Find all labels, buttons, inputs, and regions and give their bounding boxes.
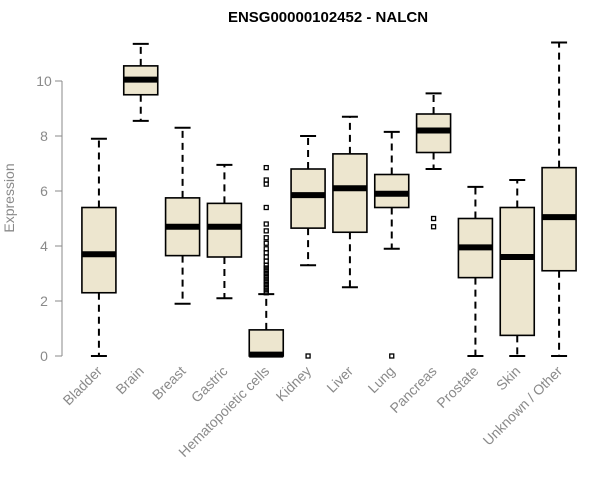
y-tick-label: 0 (40, 348, 48, 364)
box-4 (248, 164, 285, 358)
box-1 (122, 42, 159, 122)
iqr-box (499, 206, 536, 337)
x-tick-label: Lung (365, 363, 398, 396)
outlier-point (263, 254, 269, 260)
x-tick-label: Liver (323, 363, 356, 396)
box-5 (290, 135, 326, 359)
box-10 (499, 179, 536, 357)
outlier-point (263, 265, 269, 271)
outlier-point (263, 287, 269, 293)
outlier-point (263, 258, 269, 264)
x-tick-label: Prostate (433, 363, 481, 411)
outlier-point (263, 250, 269, 256)
iqr-box (290, 168, 326, 229)
x-tick-label: Bladder (60, 363, 106, 409)
outlier-point (263, 284, 269, 290)
outlier-point (430, 224, 437, 230)
x-tick-label: Unknown / Other (480, 363, 566, 449)
outlier-point (305, 353, 311, 359)
y-axis: 0 2 4 6 8 10 (36, 73, 63, 364)
outlier-point (263, 281, 269, 288)
outlier-point (263, 204, 269, 211)
x-tick-label: Brain (112, 363, 146, 397)
box-8 (415, 92, 452, 230)
outlier-point (263, 268, 269, 274)
box-7 (373, 130, 410, 359)
x-tick-label: Pancreas (387, 363, 440, 416)
outlier-point (263, 181, 269, 187)
x-tick-label: Kidney (273, 363, 315, 405)
iqr-box (81, 206, 117, 294)
boxes-group (81, 41, 577, 359)
y-tick-label: 2 (40, 293, 48, 309)
box-6 (332, 115, 368, 289)
iqr-box (206, 202, 243, 258)
outlier-point (263, 262, 269, 268)
iqr-box (332, 153, 368, 234)
outlier-point (263, 270, 269, 277)
box-9 (457, 185, 494, 357)
outlier-point (263, 246, 269, 252)
box-0 (81, 137, 117, 357)
y-tick-label: 8 (40, 128, 48, 144)
outlier-point (263, 164, 269, 171)
outlier-point (263, 235, 269, 241)
box-2 (164, 126, 201, 305)
outlier-point (263, 279, 269, 285)
y-tick-label: 10 (36, 73, 52, 89)
outlier-point (430, 215, 437, 222)
chart-title: ENSG00000102452 - NALCN (228, 9, 428, 26)
y-axis-label: Expression (1, 163, 17, 232)
outlier-point (263, 221, 269, 227)
outlier-point (263, 290, 269, 296)
box-3 (206, 163, 243, 300)
x-tick-label: Breast (149, 363, 189, 403)
outlier-point (263, 228, 269, 234)
x-tick-label: Skin (493, 363, 524, 394)
outlier-point (263, 273, 269, 279)
y-tick-label: 6 (40, 183, 48, 199)
outlier-point (263, 240, 269, 246)
box-11 (541, 41, 577, 357)
outlier-point (263, 177, 269, 183)
outlier-point (389, 353, 395, 359)
outlier-point (263, 276, 269, 282)
y-tick-label: 4 (40, 238, 48, 254)
